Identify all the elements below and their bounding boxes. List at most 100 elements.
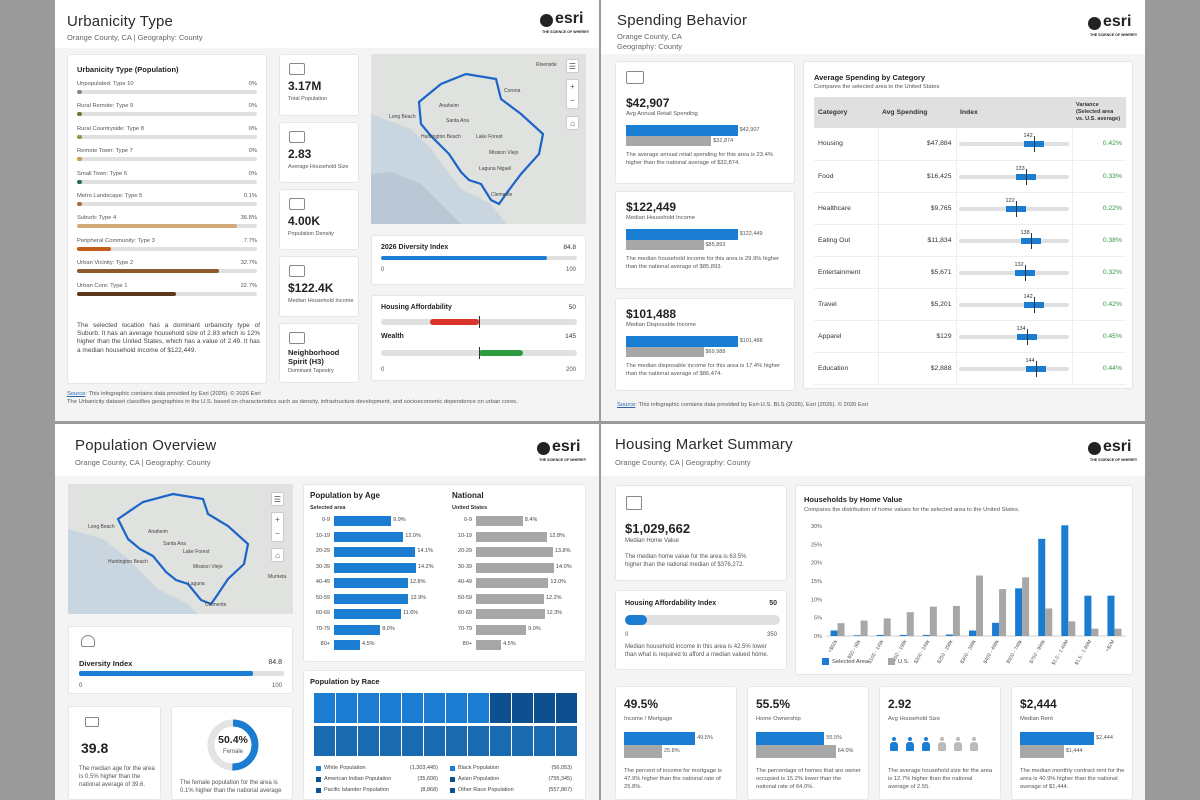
female-note: The female population for the area is 0.… (180, 780, 282, 794)
urbanicity-item-pct: 36.8% (240, 215, 257, 222)
race-legend-label: Black Population (458, 765, 499, 771)
people-icon (289, 63, 305, 75)
age-value-national: 8.4% (524, 517, 538, 523)
race-cell (314, 726, 335, 756)
map-label: Lake Forest (476, 134, 503, 140)
panel-title: Population Overview (75, 437, 217, 454)
bar-us (952, 605, 960, 636)
home-value-card: $1,029,662 Median Home Value The median … (615, 485, 787, 581)
person-head (924, 737, 928, 741)
urbanicity-item-pct: 7.7% (243, 237, 257, 244)
race-cell (336, 693, 357, 723)
urbanicity-item-bar (77, 224, 238, 229)
variance-cell: 0.42% (1072, 288, 1126, 321)
bar-us-label: 64.0% (837, 748, 854, 754)
map-zoom-controls[interactable]: + − (566, 79, 579, 109)
map-label: Laguna (188, 581, 205, 587)
diversity-card: 2026 Diversity Index 84.8 0 100 (371, 235, 586, 285)
housing-stat-card: 2.92 Avg Household Size The average househ… (879, 686, 1001, 800)
urbanicity-item-track (77, 291, 257, 296)
bar-selected-label: $122,449 (739, 231, 763, 237)
urbanicity-item-bar (77, 246, 111, 251)
bar-us (626, 240, 704, 250)
home-value: $1,029,662 (625, 521, 691, 536)
category-cell: Housing (814, 128, 879, 161)
index-track (958, 232, 1069, 249)
age-group-label: 0-9 (322, 517, 330, 523)
race-legend-value: (35,606) (417, 776, 439, 782)
urbanicity-list-card: Urbanicity Type (Population) The selecte… (67, 54, 267, 384)
afford-label: Housing Affordability (381, 304, 452, 311)
bar-us (1068, 621, 1076, 636)
variance-cell: 0.32% (1072, 256, 1126, 289)
map-zoom-controls[interactable]: + − (271, 512, 284, 542)
source-link[interactable]: Source (67, 391, 86, 397)
index-track (958, 264, 1069, 281)
panel-title: Urbanicity Type (67, 13, 174, 30)
map-list-button[interactable]: ☰ (566, 59, 579, 73)
race-legend-value: (8,868) (420, 787, 438, 793)
bar-us (883, 618, 891, 636)
table-row: Healthcare $9,765 122 0.22% (814, 192, 1126, 225)
age-bar-selected (334, 624, 381, 635)
map-svg (68, 484, 293, 614)
age-value-national: 12.2% (545, 594, 562, 601)
stat-value: 2.83 (288, 147, 312, 161)
index-cell: 142 (956, 128, 1073, 161)
avg-spending-cell: $9,765 (878, 192, 957, 225)
stat-label: Median Household Income (288, 298, 354, 304)
spending-label: Avg Annual Retail Spending (626, 111, 698, 117)
race-legend-label: Pacific Islander Population (324, 787, 389, 793)
list-title: Urbanicity Type (Population) (77, 65, 179, 74)
index-track (958, 200, 1069, 217)
age-value-selected: 12.9% (410, 594, 427, 601)
bar-selected-area (899, 634, 907, 636)
map-label: Corona (504, 88, 521, 94)
spending-note: The median household income for this are… (626, 256, 780, 270)
race-legend-value: (56,053) (551, 765, 573, 771)
race-cell (314, 693, 335, 723)
afford-track (381, 316, 577, 328)
table-row: Entertainment $5,671 132 0.32% (814, 256, 1126, 289)
age-group-label: 10-19 (315, 532, 330, 539)
race-cell (380, 693, 401, 723)
map-label: Anaheim (148, 529, 168, 535)
category-cell: Healthcare (814, 192, 879, 225)
age-group-label-national: 20-29 (457, 548, 472, 554)
bar-us-label: $85,893 (705, 242, 726, 248)
x-tick-label: $300 - 399k (959, 639, 978, 665)
urbanicity-item-label: Remote Town: Type 7 (77, 148, 133, 155)
map-list-button[interactable]: ☰ (271, 492, 284, 506)
race-cell (556, 693, 577, 723)
map-home-button[interactable]: ⌂ (566, 116, 579, 130)
age-value-national: 12.8% (549, 532, 565, 539)
population-map[interactable]: Anaheim Long Beach Santa Ana Huntington Bea… (68, 484, 293, 614)
bar-us (929, 606, 937, 636)
map-label: Laguna Niguel (479, 166, 512, 172)
bar-us-label: $1,444 (1065, 748, 1083, 754)
x-tick-label: $200 - 249k (913, 639, 932, 665)
race-cell (468, 726, 489, 756)
x-tick-label: $1.0 - 1.49M (1051, 639, 1070, 666)
table-title: Average Spending by Category (814, 73, 925, 82)
stat-value: 49.5% (624, 697, 659, 711)
y-tick-label: 15% (811, 579, 822, 585)
map-home-button[interactable]: ⌂ (271, 548, 284, 562)
afford-index-label: Housing Affordability Index (625, 600, 717, 607)
age-group-label-national: 0-9 (464, 517, 472, 523)
source-link[interactable]: Source (617, 402, 636, 408)
panel-header (601, 0, 1145, 54)
map-svg (371, 54, 586, 224)
esri-logo: esri THE SCIENCE OF WHERE® (1088, 438, 1138, 462)
globe-icon (289, 332, 305, 344)
x-tick-label: $50 - 99k (847, 639, 863, 660)
age-card: Population by Age Selected area National… (303, 484, 586, 662)
avg-spending-cell: $47,884 (878, 128, 957, 161)
urbanicity-item-track (77, 157, 257, 162)
person-head (972, 737, 976, 741)
bar-us (626, 136, 712, 146)
age-group-label-national: 80+ (462, 641, 472, 647)
urbanicity-map[interactable]: Riverside Anaheim Corona Santa Ana Long Beac… (371, 54, 586, 224)
race-cell (424, 693, 445, 723)
avg-spending-cell: $5,201 (878, 288, 957, 321)
